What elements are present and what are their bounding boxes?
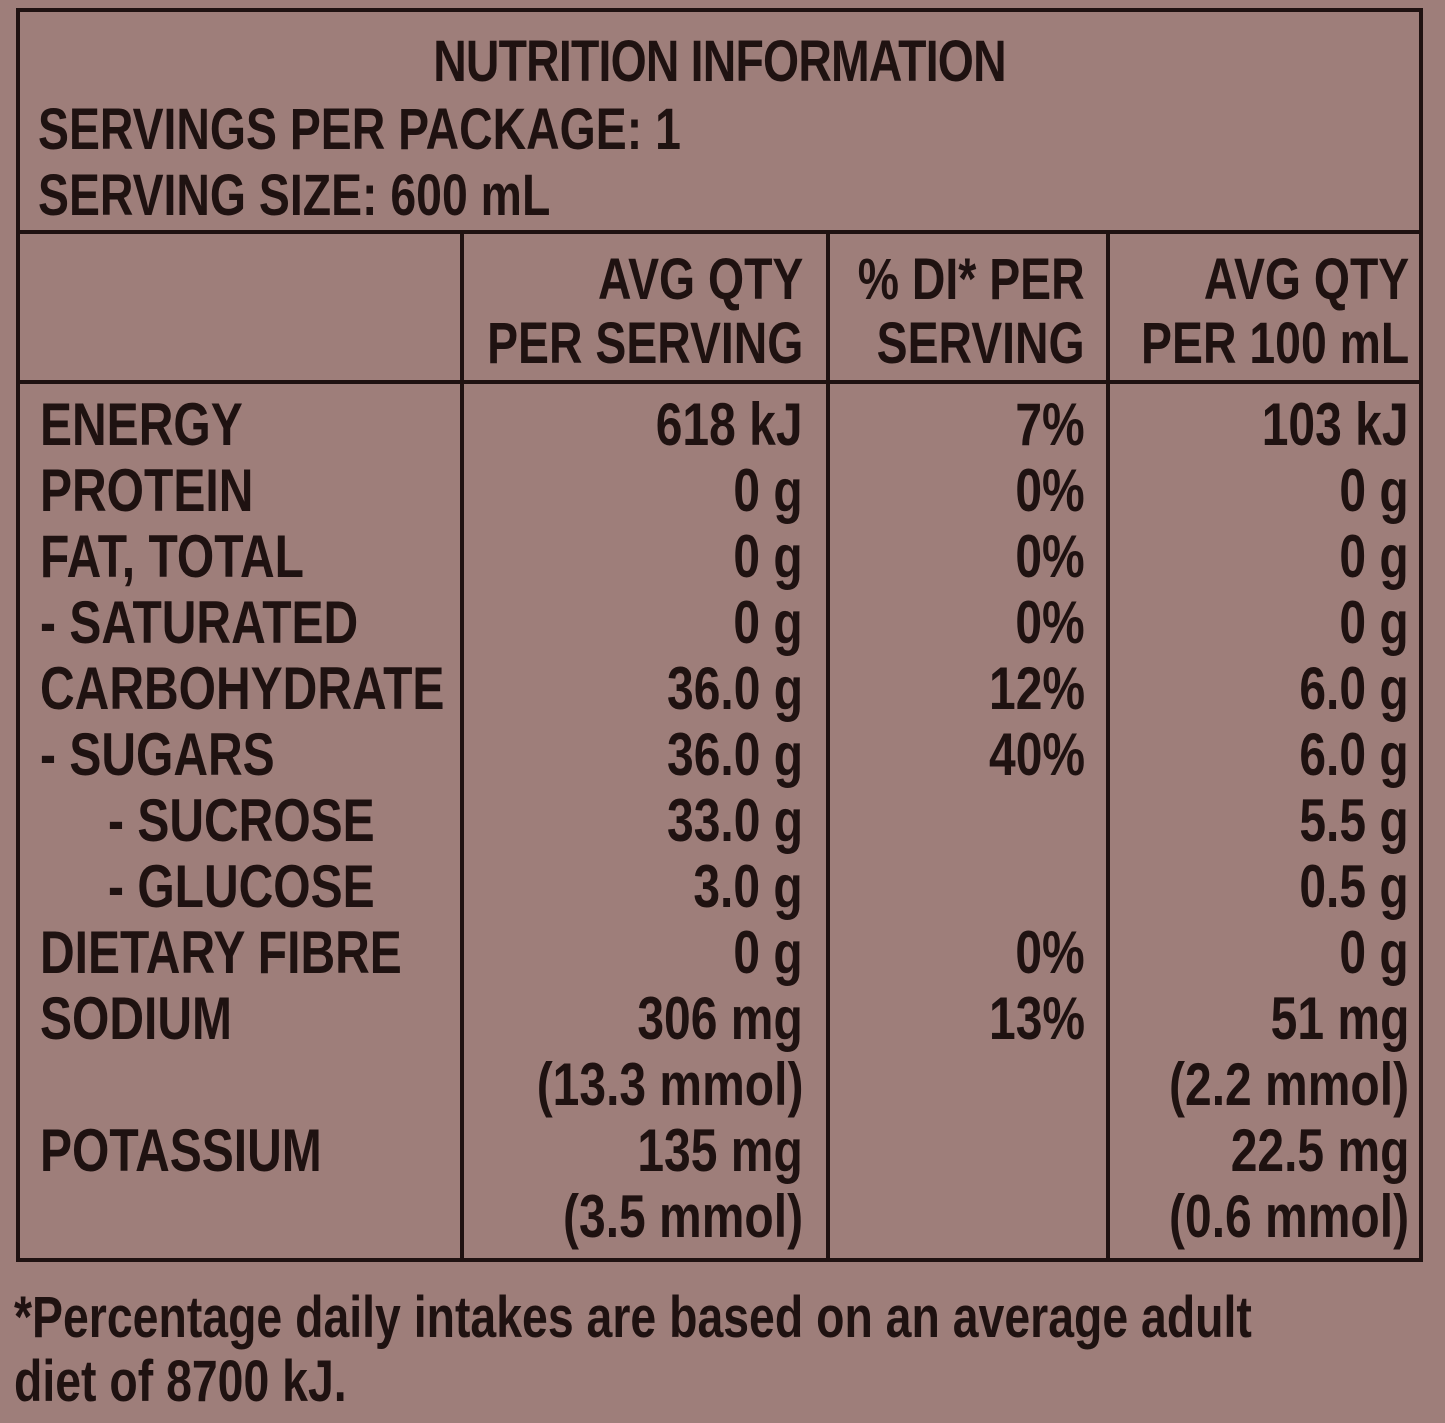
panel-title: NUTRITION INFORMATION: [433, 29, 1006, 94]
servings-per-package: SERVINGS PER PACKAGE: 1: [38, 97, 681, 162]
per-serving-value: 306 mg: [637, 985, 803, 1052]
table-row: SODIUM 306 mg 13% 51 mg: [20, 986, 1419, 1052]
di-value: 0%: [1015, 523, 1085, 590]
table-row: - SUGARS 36.0 g 40% 6.0 g: [20, 722, 1419, 788]
col-header-line: % DI* PER: [858, 247, 1085, 312]
di-value: 0%: [1015, 457, 1085, 524]
table-row: - SATURATED 0 g 0% 0 g: [20, 590, 1419, 656]
column-divider: [460, 234, 464, 1258]
per-serving-value: 36.0 g: [666, 655, 803, 722]
nutrient-label: SODIUM: [40, 985, 232, 1052]
col-header-line: AVG QTY: [597, 247, 803, 312]
footnote-line: *Percentage daily intakes are based on a…: [14, 1285, 1252, 1350]
per-serving-value: 0 g: [733, 523, 803, 590]
serving-size: SERVING SIZE: 600 mL: [38, 163, 551, 228]
per-100ml-value: 51 mg: [1270, 985, 1409, 1052]
per-serving-value: (3.5 mmol): [562, 1183, 803, 1250]
nutrient-label: - SUCROSE: [108, 787, 375, 854]
table-row: DIETARY FIBRE 0 g 0% 0 g: [20, 920, 1419, 986]
col-header-avg-serving: AVG QTY PER SERVING: [487, 248, 803, 376]
per-serving-value: 618 kJ: [656, 391, 803, 458]
col-header-line: SERVING: [876, 311, 1085, 376]
col-header-di-serving: % DI* PER SERVING: [858, 248, 1085, 376]
per-serving-value: 36.0 g: [666, 721, 803, 788]
per-100ml-value: 0 g: [1339, 457, 1409, 524]
per-serving-value: 135 mg: [637, 1117, 803, 1184]
table-row: - GLUCOSE 3.0 g 0.5 g: [20, 854, 1419, 920]
col-header-avg-100ml: AVG QTY PER 100 mL: [1141, 248, 1409, 376]
di-value: 0%: [1015, 589, 1085, 656]
table-row: (13.3 mmol) (2.2 mmol): [20, 1052, 1419, 1118]
nutrient-label: - SUGARS: [40, 721, 275, 788]
col-header-line: PER SERVING: [486, 311, 803, 376]
table-row: POTASSIUM 135 mg 22.5 mg: [20, 1118, 1419, 1184]
nutrient-label: POTASSIUM: [40, 1117, 322, 1184]
table-row: CARBOHYDRATE 36.0 g 12% 6.0 g: [20, 656, 1419, 722]
table-row: ENERGY 618 kJ 7% 103 kJ: [20, 392, 1419, 458]
col-header-line: AVG QTY: [1203, 247, 1409, 312]
per-serving-value: 0 g: [733, 589, 803, 656]
nutrition-panel: NUTRITION INFORMATION SERVINGS PER PACKA…: [16, 8, 1423, 1262]
di-value: 40%: [988, 721, 1085, 788]
per-serving-value: 3.0 g: [693, 853, 803, 920]
nutrient-label: - SATURATED: [40, 589, 359, 656]
nutrient-label: FAT, TOTAL: [40, 523, 304, 590]
nutrient-label: PROTEIN: [40, 457, 254, 524]
per-100ml-value: 0 g: [1339, 919, 1409, 986]
per-100ml-value: 0 g: [1339, 523, 1409, 590]
column-divider: [1106, 234, 1110, 1258]
table-row: - SUCROSE 33.0 g 5.5 g: [20, 788, 1419, 854]
per-100ml-value: 103 kJ: [1262, 391, 1409, 458]
per-serving-value: (13.3 mmol): [536, 1051, 803, 1118]
header-divider: [20, 380, 1419, 384]
panel-header: NUTRITION INFORMATION SERVINGS PER PACKA…: [20, 12, 1419, 234]
per-100ml-value: 6.0 g: [1299, 655, 1409, 722]
footnote-line: diet of 8700 kJ.: [14, 1349, 347, 1414]
per-100ml-value: 22.5 mg: [1230, 1117, 1409, 1184]
nutrient-label: ENERGY: [40, 391, 243, 458]
table-row: FAT, TOTAL 0 g 0% 0 g: [20, 524, 1419, 590]
nutrient-label: CARBOHYDRATE: [40, 655, 445, 722]
di-value: 0%: [1015, 919, 1085, 986]
di-value: 13%: [988, 985, 1085, 1052]
nutrient-label: DIETARY FIBRE: [40, 919, 402, 986]
per-100ml-value: 6.0 g: [1299, 721, 1409, 788]
per-100ml-value: (2.2 mmol): [1168, 1051, 1409, 1118]
per-serving-value: 0 g: [733, 457, 803, 524]
di-value: 12%: [988, 655, 1085, 722]
column-divider: [826, 234, 830, 1258]
col-header-line: PER 100 mL: [1140, 311, 1409, 376]
per-serving-value: 0 g: [733, 919, 803, 986]
per-100ml-value: 5.5 g: [1299, 787, 1409, 854]
per-100ml-value: 0.5 g: [1299, 853, 1409, 920]
per-100ml-value: 0 g: [1339, 589, 1409, 656]
footnote: *Percentage daily intakes are based on a…: [14, 1286, 1252, 1414]
di-value: 7%: [1015, 391, 1085, 458]
table-row: PROTEIN 0 g 0% 0 g: [20, 458, 1419, 524]
nutrient-label: - GLUCOSE: [108, 853, 375, 920]
per-serving-value: 33.0 g: [666, 787, 803, 854]
per-100ml-value: (0.6 mmol): [1168, 1183, 1409, 1250]
table-row: (3.5 mmol) (0.6 mmol): [20, 1184, 1419, 1250]
